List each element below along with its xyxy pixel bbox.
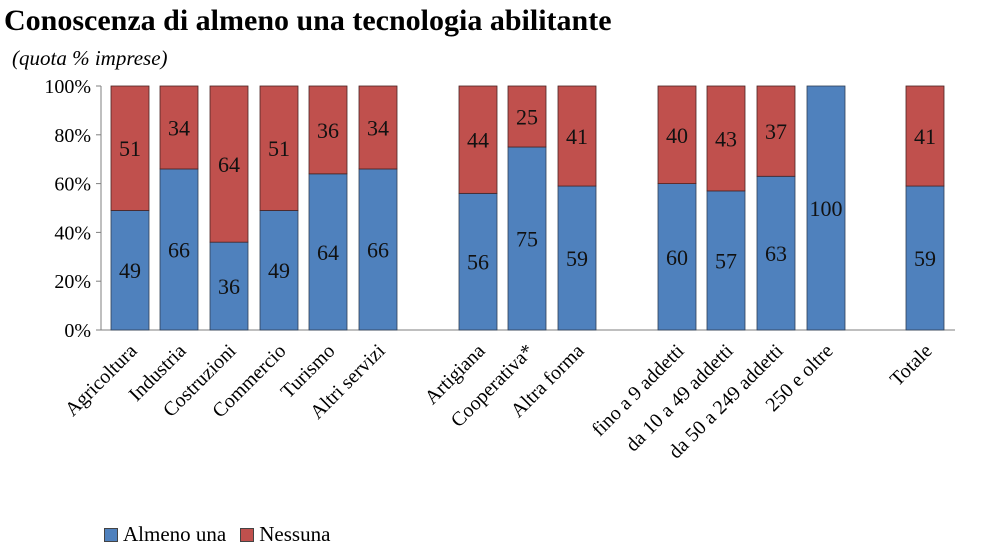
bar-nessuna xyxy=(159,85,199,170)
bar-almeno-una xyxy=(806,85,846,331)
bar-almeno-una xyxy=(308,173,348,331)
bar-nessuna xyxy=(209,85,249,243)
y-tick-label: 0% xyxy=(64,320,91,342)
legend-item-almeno-una: Almeno una xyxy=(104,522,226,547)
data-label-nessuna: 25 xyxy=(516,105,538,130)
bar-nessuna xyxy=(507,85,547,148)
bar-almeno-una xyxy=(458,192,498,331)
data-label-almeno-una: 75 xyxy=(516,227,538,252)
bar-nessuna xyxy=(308,85,348,175)
y-tick-label: 60% xyxy=(54,174,91,196)
bar-almeno-una xyxy=(657,183,697,331)
y-tick-label: 20% xyxy=(54,271,91,293)
bar-nessuna xyxy=(706,85,746,192)
bar-almeno-una xyxy=(259,210,299,331)
data-label-almeno-una: 63 xyxy=(765,241,787,266)
data-label-almeno-una: 49 xyxy=(268,258,290,283)
data-label-almeno-una: 59 xyxy=(914,246,936,271)
bar-nessuna xyxy=(756,85,796,177)
data-label-nessuna: 51 xyxy=(119,136,141,161)
data-label-nessuna: 41 xyxy=(566,124,588,149)
legend-label-almeno-una: Almeno una xyxy=(123,522,227,546)
data-label-nessuna: 43 xyxy=(715,126,737,151)
bar-almeno-una xyxy=(507,146,547,331)
bar-almeno-una xyxy=(905,185,945,331)
bar-nessuna xyxy=(458,85,498,194)
bar-nessuna xyxy=(110,85,150,211)
data-label-almeno-una: 66 xyxy=(367,237,389,262)
data-label-almeno-una: 64 xyxy=(317,240,339,265)
data-label-nessuna: 37 xyxy=(765,119,787,144)
data-label-almeno-una: 60 xyxy=(666,245,688,270)
bar-nessuna xyxy=(905,85,945,187)
bar-almeno-una xyxy=(110,210,150,331)
y-tick-label: 40% xyxy=(54,222,91,244)
legend-item-nessuna: Nessuna xyxy=(240,522,330,547)
chart-title: Conoscenza di almeno una tecnologia abil… xyxy=(4,4,612,37)
data-label-almeno-una: 100 xyxy=(810,196,843,221)
bar-almeno-una xyxy=(557,185,597,331)
data-label-almeno-una: 36 xyxy=(218,274,240,299)
data-label-nessuna: 44 xyxy=(467,128,489,153)
legend-swatch-almeno-una xyxy=(104,527,118,542)
data-label-almeno-una: 66 xyxy=(168,237,190,262)
bar-almeno-una xyxy=(209,241,249,331)
category-label: Totale xyxy=(886,340,937,391)
bar-nessuna xyxy=(358,85,398,170)
data-label-nessuna: 41 xyxy=(914,124,936,149)
chart-subtitle: (quota % imprese) xyxy=(12,46,168,70)
data-label-nessuna: 36 xyxy=(317,118,339,143)
data-label-nessuna: 51 xyxy=(268,136,290,161)
category-label: Agricoltura xyxy=(61,340,142,421)
data-label-almeno-una: 56 xyxy=(467,250,489,275)
data-label-almeno-una: 57 xyxy=(715,248,737,273)
bar-almeno-una xyxy=(159,168,199,331)
y-tick-label: 80% xyxy=(54,125,91,147)
bar-nessuna xyxy=(259,85,299,211)
data-label-almeno-una: 59 xyxy=(566,246,588,271)
data-label-nessuna: 34 xyxy=(367,115,389,140)
chart-legend: Almeno una Nessuna xyxy=(104,522,344,547)
y-tick-label: 100% xyxy=(44,76,91,98)
data-label-nessuna: 40 xyxy=(666,123,688,148)
data-label-almeno-una: 49 xyxy=(119,258,141,283)
data-label-nessuna: 64 xyxy=(218,152,240,177)
legend-label-nessuna: Nessuna xyxy=(259,522,331,546)
data-label-nessuna: 34 xyxy=(168,115,190,140)
bar-nessuna xyxy=(557,85,597,187)
bar-almeno-una xyxy=(756,175,796,331)
bar-nessuna xyxy=(657,85,697,184)
bar-almeno-una xyxy=(358,168,398,331)
legend-swatch-nessuna xyxy=(240,527,255,542)
